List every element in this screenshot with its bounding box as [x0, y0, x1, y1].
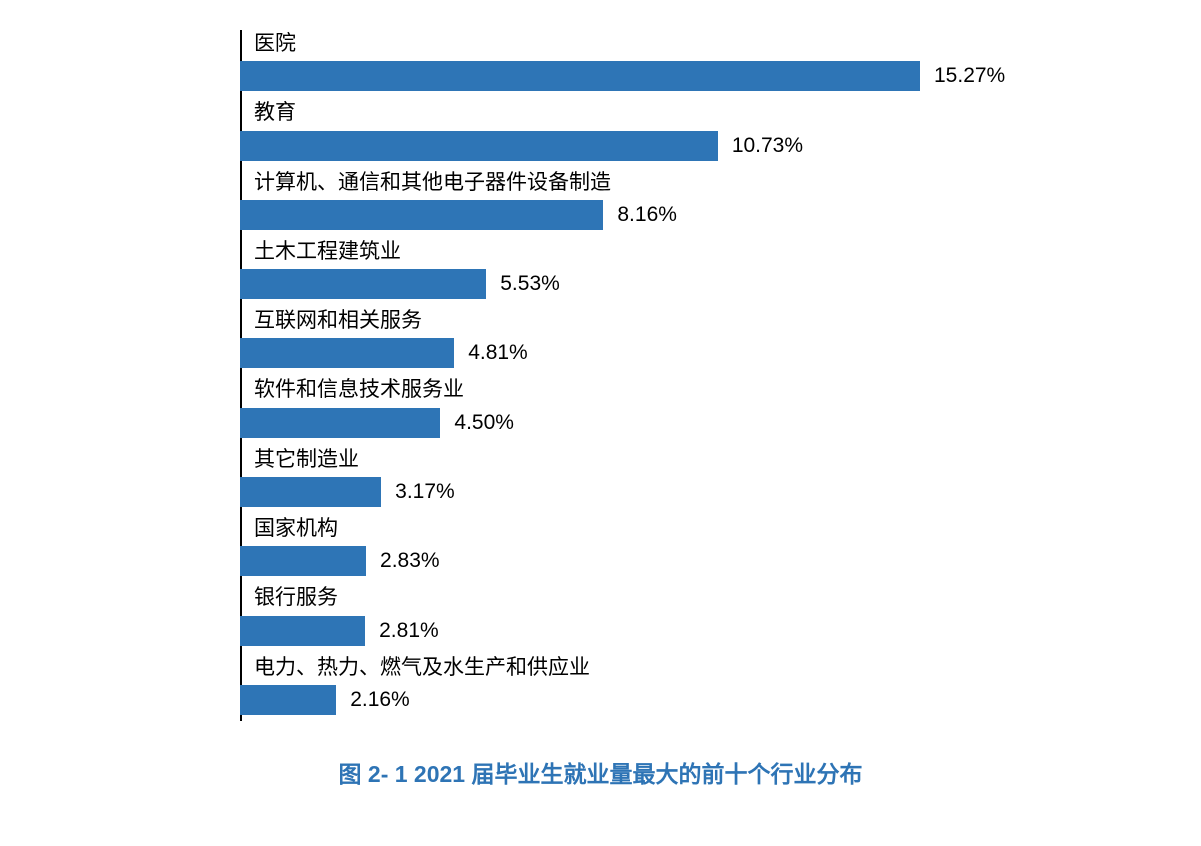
value-label: 10.73% — [718, 134, 803, 158]
bar-group: 教育 10.73% — [240, 99, 1040, 160]
category-label: 银行服务 — [240, 584, 1040, 615]
category-label: 教育 — [240, 99, 1040, 130]
value-label: 15.27% — [920, 64, 1005, 88]
category-label: 其它制造业 — [240, 446, 1040, 477]
bar-row: 2.81% — [240, 616, 1040, 646]
bar-chart: 医院 15.27% 教育 10.73% 计算机、通信和其他电子器件设备制造 8.16% 土木… — [240, 30, 1040, 723]
bar — [240, 200, 603, 230]
bar-row: 10.73% — [240, 131, 1040, 161]
category-label: 互联网和相关服务 — [240, 307, 1040, 338]
bar-group: 医院 15.27% — [240, 30, 1040, 91]
bar-group: 国家机构 2.83% — [240, 515, 1040, 576]
bar-group: 软件和信息技术服务业 4.50% — [240, 376, 1040, 437]
bar-row: 3.17% — [240, 477, 1040, 507]
bar — [240, 477, 381, 507]
value-label: 4.81% — [454, 341, 528, 365]
value-label: 2.83% — [366, 549, 440, 573]
bar-row: 8.16% — [240, 200, 1040, 230]
chart-caption: 图 2- 1 2021 届毕业生就业量最大的前十个行业分布 — [0, 755, 1201, 789]
bar-row: 4.81% — [240, 338, 1040, 368]
bar-group: 其它制造业 3.17% — [240, 446, 1040, 507]
bar-row: 2.83% — [240, 546, 1040, 576]
bar — [240, 131, 718, 161]
bar-row: 15.27% — [240, 61, 1040, 91]
category-label: 电力、热力、燃气及水生产和供应业 — [240, 654, 1040, 685]
category-label: 软件和信息技术服务业 — [240, 376, 1040, 407]
bar-group: 电力、热力、燃气及水生产和供应业 2.16% — [240, 654, 1040, 715]
bar — [240, 61, 920, 91]
bar-row: 4.50% — [240, 408, 1040, 438]
category-label: 国家机构 — [240, 515, 1040, 546]
value-label: 3.17% — [381, 480, 455, 504]
value-label: 2.16% — [336, 688, 410, 712]
bar — [240, 546, 366, 576]
bar — [240, 616, 365, 646]
category-label: 计算机、通信和其他电子器件设备制造 — [240, 169, 1040, 200]
bar-group: 计算机、通信和其他电子器件设备制造 8.16% — [240, 169, 1040, 230]
category-label: 医院 — [240, 30, 1040, 61]
value-label: 2.81% — [365, 619, 439, 643]
bar-row: 5.53% — [240, 269, 1040, 299]
bar — [240, 338, 454, 368]
bar-group: 土木工程建筑业 5.53% — [240, 238, 1040, 299]
bars-area: 医院 15.27% 教育 10.73% 计算机、通信和其他电子器件设备制造 8.16% 土木… — [240, 30, 1040, 715]
bar-row: 2.16% — [240, 685, 1040, 715]
bar-group: 银行服务 2.81% — [240, 584, 1040, 645]
bar — [240, 269, 486, 299]
bar-group: 互联网和相关服务 4.81% — [240, 307, 1040, 368]
bar — [240, 685, 336, 715]
value-label: 5.53% — [486, 272, 560, 296]
value-label: 8.16% — [603, 203, 677, 227]
category-label: 土木工程建筑业 — [240, 238, 1040, 269]
value-label: 4.50% — [440, 411, 514, 435]
bar — [240, 408, 440, 438]
